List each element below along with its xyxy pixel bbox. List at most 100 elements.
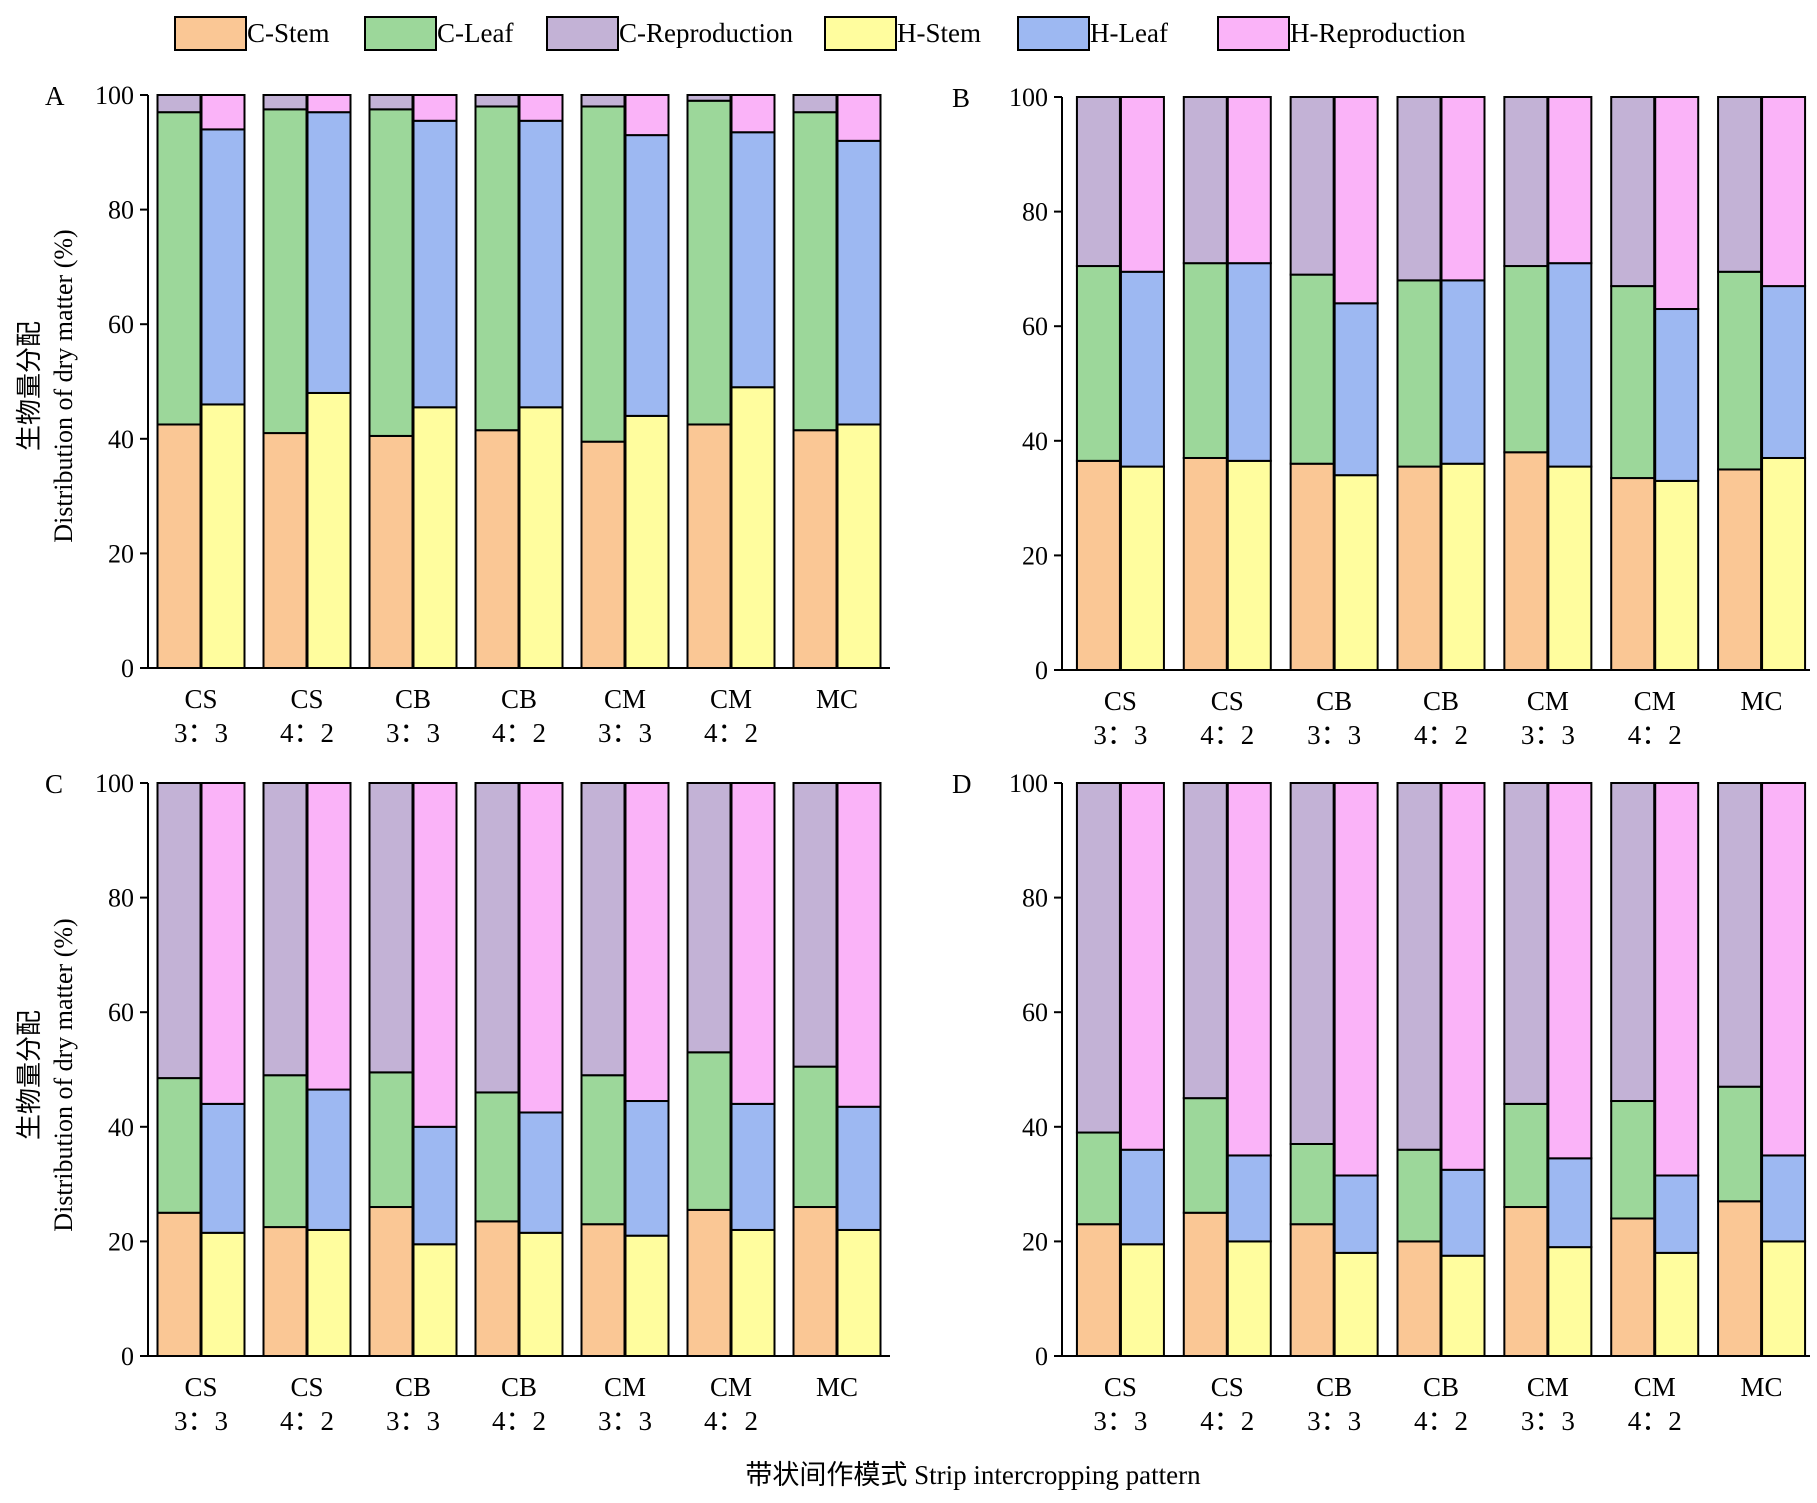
x-tick-sublabel-d-4: 4：2 bbox=[1414, 1406, 1468, 1436]
y-tick-label-c-0: 0 bbox=[121, 1342, 134, 1371]
bar-a-c-stem-1 bbox=[156, 423, 202, 669]
bar-c-c-leaf-3 bbox=[368, 1071, 414, 1209]
bar-a-c-reproduction-6 bbox=[686, 94, 732, 102]
bar-a-h-reproduction-7 bbox=[836, 94, 882, 142]
bar-d-h-leaf-1 bbox=[1119, 1148, 1165, 1246]
bar-b-h-stem-7 bbox=[1761, 456, 1807, 671]
y-tick-label-c-1: 20 bbox=[108, 1227, 134, 1256]
x-tick-sublabel-c-6: 4：2 bbox=[704, 1406, 758, 1436]
bar-c-c-reproduction-4 bbox=[474, 782, 520, 1094]
bar-d-c-reproduction-5 bbox=[1503, 782, 1549, 1105]
bar-d-c-leaf-7 bbox=[1717, 1085, 1763, 1203]
bar-a-c-leaf-5 bbox=[580, 105, 626, 443]
bar-a-h-reproduction-6 bbox=[730, 94, 776, 134]
bar-c-h-reproduction-2 bbox=[306, 782, 352, 1091]
bar-c-c-leaf-7 bbox=[792, 1065, 838, 1209]
x-tick-label-d-7: MC bbox=[1741, 1372, 1783, 1402]
bar-d-h-leaf-3 bbox=[1333, 1174, 1379, 1254]
panel-label-d: D bbox=[952, 769, 972, 799]
bar-c-h-reproduction-6 bbox=[730, 782, 776, 1105]
bar-b-h-leaf-5 bbox=[1547, 262, 1593, 468]
legend-swatch-c-leaf bbox=[364, 16, 437, 51]
y-tick-label-b-0: 0 bbox=[1035, 656, 1048, 685]
y-tick-label-a-3: 60 bbox=[108, 310, 134, 339]
bar-d-h-leaf-7 bbox=[1761, 1154, 1807, 1243]
bar-a-h-reproduction-1 bbox=[200, 94, 246, 131]
bar-b-c-leaf-2 bbox=[1182, 262, 1228, 459]
y-tick-label-a-2: 40 bbox=[108, 425, 134, 454]
bar-d-h-stem-1 bbox=[1119, 1243, 1165, 1358]
bar-d-c-stem-4 bbox=[1396, 1240, 1442, 1358]
x-tick-sublabel-d-6: 4：2 bbox=[1628, 1406, 1682, 1436]
bar-d-h-reproduction-4 bbox=[1440, 782, 1486, 1171]
x-tick-label-d-2: CS bbox=[1211, 1372, 1244, 1402]
x-tick-label-c-4: CB bbox=[501, 1372, 537, 1402]
bar-c-h-leaf-1 bbox=[200, 1102, 246, 1234]
bar-b-c-stem-5 bbox=[1503, 451, 1549, 672]
bar-b-h-reproduction-4 bbox=[1440, 96, 1486, 282]
x-tick-label-b-5: CM bbox=[1527, 686, 1569, 716]
bar-c-h-stem-3 bbox=[412, 1243, 458, 1358]
y-axis-title-en-top: Distribution of dry matter (%) bbox=[49, 229, 78, 542]
bar-b-h-leaf-4 bbox=[1440, 279, 1486, 465]
legend-swatch-c-stem bbox=[174, 16, 247, 51]
x-tick-label-c-6: CM bbox=[710, 1372, 752, 1402]
bar-b-h-leaf-7 bbox=[1761, 285, 1807, 459]
bar-c-c-reproduction-6 bbox=[686, 782, 732, 1054]
x-tick-label-c-5: CM bbox=[604, 1372, 646, 1402]
y-tick-label-c-2: 40 bbox=[108, 1113, 134, 1142]
bar-a-h-stem-2 bbox=[306, 391, 352, 669]
bar-a-c-reproduction-5 bbox=[580, 94, 626, 108]
y-tick-label-c-3: 60 bbox=[108, 998, 134, 1027]
x-tick-sublabel-d-1: 3：3 bbox=[1093, 1406, 1147, 1436]
x-tick-sublabel-d-2: 4：2 bbox=[1200, 1406, 1254, 1436]
bar-c-h-leaf-3 bbox=[412, 1125, 458, 1246]
x-tick-label-d-1: CS bbox=[1104, 1372, 1137, 1402]
y-tick-label-d-0: 0 bbox=[1035, 1342, 1048, 1371]
bar-a-c-leaf-7 bbox=[792, 111, 838, 432]
bar-b-c-stem-6 bbox=[1610, 477, 1656, 672]
bar-a-c-stem-6 bbox=[686, 423, 732, 669]
bar-a-c-leaf-1 bbox=[156, 111, 202, 426]
bar-d-c-reproduction-4 bbox=[1396, 782, 1442, 1151]
legend-label-c-leaf: C-Leaf bbox=[437, 18, 513, 48]
y-tick-label-b-1: 20 bbox=[1022, 541, 1048, 570]
bar-a-c-stem-3 bbox=[368, 434, 414, 669]
x-tick-label-c-2: CS bbox=[290, 1372, 323, 1402]
bar-b-c-stem-4 bbox=[1396, 465, 1442, 671]
bar-c-c-reproduction-2 bbox=[262, 782, 308, 1077]
x-tick-sublabel-a-2: 4：2 bbox=[280, 718, 334, 748]
y-tick-label-d-3: 60 bbox=[1022, 998, 1048, 1027]
bar-d-h-reproduction-2 bbox=[1226, 782, 1272, 1157]
x-tick-sublabel-c-4: 4：2 bbox=[492, 1406, 546, 1436]
legend-label-c-reproduction: C-Reproduction bbox=[619, 18, 793, 48]
bar-b-c-leaf-5 bbox=[1503, 265, 1549, 454]
bar-b-h-leaf-1 bbox=[1119, 270, 1165, 468]
x-tick-sublabel-b-5: 3：3 bbox=[1521, 720, 1575, 750]
x-tick-sublabel-a-5: 3：3 bbox=[598, 718, 652, 748]
bar-c-c-leaf-5 bbox=[580, 1074, 626, 1226]
bar-c-h-reproduction-3 bbox=[412, 782, 458, 1128]
bar-a-h-stem-4 bbox=[518, 406, 564, 669]
bar-b-h-stem-3 bbox=[1333, 474, 1379, 671]
bar-b-h-stem-5 bbox=[1547, 465, 1593, 671]
bar-a-c-stem-4 bbox=[474, 429, 520, 669]
bar-c-h-reproduction-5 bbox=[624, 782, 670, 1103]
x-axis-title: 带状间作模式 Strip intercropping pattern bbox=[745, 1460, 1201, 1490]
bar-a-c-stem-5 bbox=[580, 440, 626, 670]
x-tick-sublabel-c-5: 3：3 bbox=[598, 1406, 652, 1436]
bar-a-c-reproduction-4 bbox=[474, 94, 520, 108]
bar-b-c-reproduction-7 bbox=[1717, 96, 1763, 273]
x-tick-sublabel-c-2: 4：2 bbox=[280, 1406, 334, 1436]
bar-d-h-leaf-4 bbox=[1440, 1168, 1486, 1257]
bar-d-h-stem-5 bbox=[1547, 1246, 1593, 1358]
panels: ACS3：3CS4：2CB3：3CB4：2CM3：3CM4：2MC0204060… bbox=[45, 81, 1810, 1436]
bar-a-h-reproduction-2 bbox=[306, 94, 352, 114]
x-tick-label-b-4: CB bbox=[1423, 686, 1459, 716]
panel-d: D CS 3：3 CS 4：2 CB 3：3 CB 4：2 CM 3：3 CM 4：2 MC 0 20 40 60… bbox=[952, 769, 1810, 1436]
bar-a-h-leaf-3 bbox=[412, 119, 458, 409]
bar-a-c-leaf-3 bbox=[368, 108, 414, 437]
bar-c-c-leaf-1 bbox=[156, 1077, 202, 1214]
bar-b-h-reproduction-7 bbox=[1761, 96, 1807, 288]
bar-c-c-stem-2 bbox=[262, 1226, 308, 1357]
